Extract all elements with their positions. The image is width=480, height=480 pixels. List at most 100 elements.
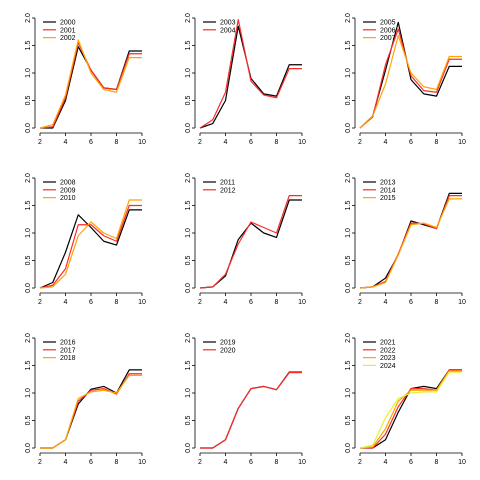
y-tick-label: 1.5 xyxy=(345,41,352,51)
x-tick-label: 6 xyxy=(249,299,253,306)
x-tick-label: 10 xyxy=(458,299,466,306)
x-tick-label: 10 xyxy=(298,299,306,306)
x-tick-label: 2 xyxy=(358,139,362,146)
x-tick-label: 8 xyxy=(435,459,439,466)
x-tick-label: 8 xyxy=(275,459,279,466)
series-line-2013 xyxy=(359,192,462,289)
legend-label: 2020 xyxy=(220,347,236,354)
y-tick-label: 0.5 xyxy=(185,96,192,106)
x-tick-label: 6 xyxy=(89,139,93,146)
y-tick-label: 0.5 xyxy=(345,416,352,426)
legend-label: 2018 xyxy=(60,355,76,362)
legend-label: 2006 xyxy=(380,27,396,34)
y-tick-label: 0.5 xyxy=(185,416,192,426)
y-tick-label: 2.0 xyxy=(345,13,352,23)
y-tick-label: 1.5 xyxy=(185,361,192,371)
x-tick-label: 4 xyxy=(224,139,228,146)
y-tick-label: 1.5 xyxy=(25,201,32,211)
series-line-2014 xyxy=(359,195,462,289)
y-tick-label: 0.5 xyxy=(345,256,352,266)
x-tick-label: 2 xyxy=(198,459,202,466)
y-tick-label: 2.0 xyxy=(345,173,352,183)
legend-label: 2002 xyxy=(60,35,76,42)
y-tick-label: 2.0 xyxy=(185,333,192,343)
y-tick-label: 0.5 xyxy=(25,416,32,426)
x-tick-label: 2 xyxy=(38,299,42,306)
legend-label: 2007 xyxy=(380,35,396,42)
y-tick-label: 1.0 xyxy=(25,388,32,398)
x-tick-label: 8 xyxy=(115,459,119,466)
y-tick-label: 1.5 xyxy=(185,41,192,51)
x-tick-label: 2 xyxy=(38,139,42,146)
y-tick-label: 1.0 xyxy=(345,228,352,238)
x-tick-label: 10 xyxy=(298,459,306,466)
series-line-2002 xyxy=(39,39,142,129)
x-tick-label: 6 xyxy=(89,459,93,466)
legend-label: 2015 xyxy=(380,195,396,202)
x-tick-label: 10 xyxy=(458,459,466,466)
y-tick-label: 0.0 xyxy=(25,443,32,453)
y-tick-label: 2.0 xyxy=(345,333,352,343)
x-tick-label: 4 xyxy=(384,299,388,306)
legend-label: 2021 xyxy=(380,340,396,347)
legend-label: 2011 xyxy=(220,180,235,187)
x-tick-label: 6 xyxy=(409,299,413,306)
x-tick-label: 4 xyxy=(384,139,388,146)
y-tick-label: 2.0 xyxy=(25,13,32,23)
y-tick-label: 1.0 xyxy=(185,68,192,78)
series-line-2012 xyxy=(199,195,302,289)
series-line-2004 xyxy=(199,19,302,129)
legend-label: 2013 xyxy=(380,180,396,187)
series-line-2022 xyxy=(360,369,462,449)
series-line-2023 xyxy=(359,370,462,449)
x-tick-label: 8 xyxy=(275,139,279,146)
x-tick-label: 8 xyxy=(275,299,279,306)
series-line-2021 xyxy=(360,369,462,449)
legend-label: 2024 xyxy=(380,363,396,370)
series-line-2009 xyxy=(39,204,142,289)
x-tick-label: 8 xyxy=(115,299,119,306)
y-tick-label: 1.5 xyxy=(345,361,352,371)
series-line-2007 xyxy=(359,34,462,129)
x-tick-label: 6 xyxy=(409,459,413,466)
x-tick-label: 6 xyxy=(89,299,93,306)
series-line-2003 xyxy=(199,25,302,129)
y-tick-label: 0.0 xyxy=(185,443,192,453)
x-tick-label: 2 xyxy=(358,459,362,466)
y-tick-label: 0.0 xyxy=(345,443,352,453)
x-tick-label: 6 xyxy=(409,139,413,146)
y-tick-label: 0.0 xyxy=(185,123,192,133)
series-line-2019 xyxy=(200,371,302,449)
series-line-2001 xyxy=(39,42,142,129)
legend-label: 2009 xyxy=(60,187,76,194)
x-tick-label: 8 xyxy=(435,139,439,146)
series-line-2016 xyxy=(40,369,142,449)
y-tick-label: 0.0 xyxy=(345,123,352,133)
series-line-2010 xyxy=(39,199,142,289)
y-tick-label: 1.5 xyxy=(185,201,192,211)
series-line-2018 xyxy=(40,374,142,449)
series-line-2011 xyxy=(199,199,302,289)
series-line-2006 xyxy=(359,28,462,129)
y-tick-label: 0.5 xyxy=(25,96,32,106)
y-tick-label: 1.0 xyxy=(185,388,192,398)
x-tick-label: 4 xyxy=(64,299,68,306)
y-tick-label: 0.0 xyxy=(185,283,192,293)
legend-label: 2012 xyxy=(220,187,236,194)
y-tick-label: 1.5 xyxy=(25,41,32,51)
series-line-2015 xyxy=(359,198,462,289)
legend-label: 2010 xyxy=(60,195,76,202)
x-tick-label: 10 xyxy=(138,139,146,146)
x-tick-label: 10 xyxy=(138,299,146,306)
